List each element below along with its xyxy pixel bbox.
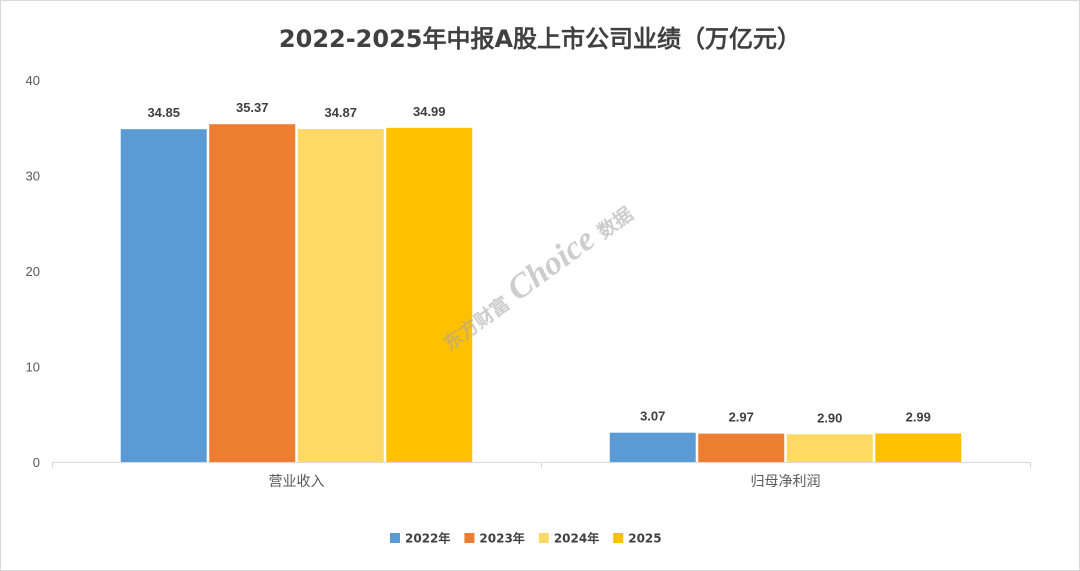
bar-series-3-category-2 xyxy=(786,434,873,462)
chart-title: 2022-2025年中报A股上市公司业绩（万亿元） xyxy=(279,25,801,53)
legend: 2022年 2023年 2024年 2025 xyxy=(390,531,662,546)
bar-series-4-category-2 xyxy=(875,433,962,462)
legend-label: 2022年 xyxy=(405,531,450,546)
y-tick-label: 0 xyxy=(33,455,40,470)
data-label: 3.07 xyxy=(640,409,665,424)
data-label: 2.99 xyxy=(906,409,931,424)
bar-series-3-category-1 xyxy=(297,128,384,462)
legend-item: 2024年 xyxy=(538,531,599,546)
y-tick-label: 40 xyxy=(26,73,40,88)
data-label: 34.87 xyxy=(324,105,357,120)
y-tick-label: 10 xyxy=(26,360,40,375)
data-label-layer: 34.85 35.37 34.87 34.99 3.07 2.97 2.90 2.99 xyxy=(147,100,930,425)
bar-series-1-category-1 xyxy=(120,129,207,462)
bar-series-2-category-1 xyxy=(209,124,296,463)
data-label: 34.99 xyxy=(413,104,446,119)
axis-layer: 0 10 20 30 40 营业收入 归母净利润 xyxy=(26,73,1031,490)
data-label: 35.37 xyxy=(236,100,269,115)
y-tick-label: 30 xyxy=(26,169,40,184)
legend-label: 2025 xyxy=(628,532,661,546)
bar-series-2-category-2 xyxy=(698,433,785,462)
legend-swatch xyxy=(538,533,549,543)
y-tick-label: 20 xyxy=(26,264,40,279)
data-label: 2.90 xyxy=(817,410,842,425)
legend-label: 2024年 xyxy=(554,531,599,546)
legend-swatch xyxy=(390,533,400,543)
data-label: 34.85 xyxy=(147,105,180,120)
bar-series-4-category-1 xyxy=(386,127,473,463)
x-category-label: 归母净利润 xyxy=(751,473,821,490)
legend-swatch xyxy=(464,533,475,543)
legend-item: 2023年 xyxy=(464,531,525,546)
legend-item: 2022年 xyxy=(390,531,450,546)
legend-swatch xyxy=(613,533,624,543)
data-label: 2.97 xyxy=(729,410,754,425)
legend-item: 2025 xyxy=(613,532,662,546)
legend-label: 2023年 xyxy=(479,531,524,546)
bar-series-1-category-2 xyxy=(609,432,696,462)
x-category-label: 营业收入 xyxy=(269,474,325,490)
bar-layer xyxy=(120,124,962,463)
